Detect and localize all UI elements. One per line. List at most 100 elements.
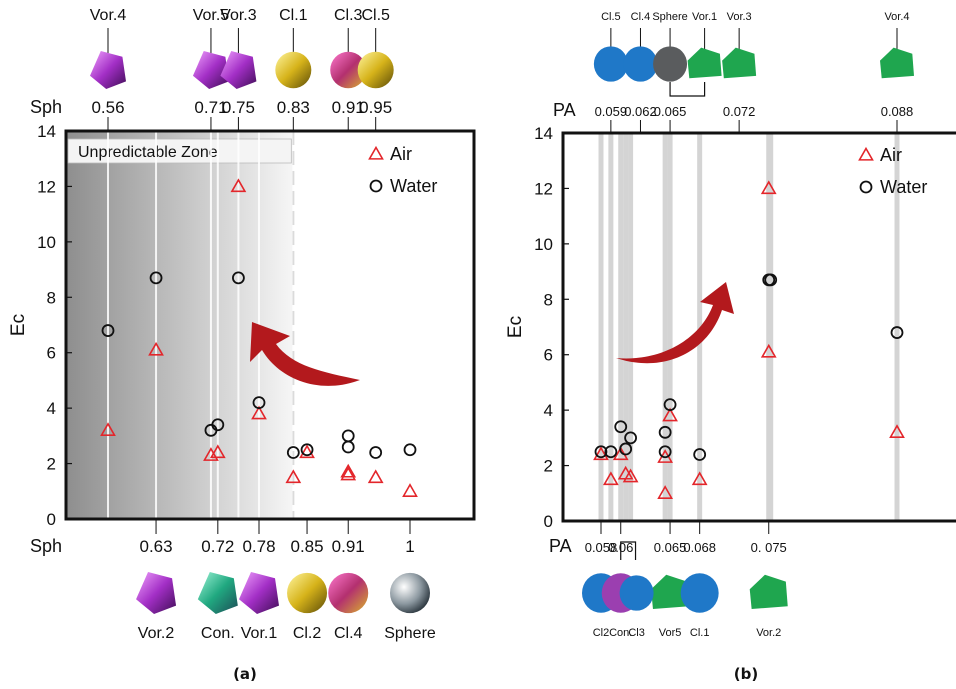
- water-point: [149, 271, 163, 285]
- air-point: [100, 422, 116, 436]
- shape-name: Vor.4: [90, 7, 127, 24]
- shape-name: Vor.3: [727, 11, 752, 23]
- shape-cl-1-icon: [680, 573, 719, 613]
- top-tick-label: 0.088: [881, 104, 914, 119]
- shape-vor-4-icon: [880, 47, 914, 79]
- bottom-tick-label: 0. 075: [751, 540, 787, 555]
- bottom-tick-label: 1: [405, 537, 414, 556]
- panel-label-b: (b): [734, 665, 758, 683]
- bracket: [669, 82, 706, 97]
- air-point: [662, 407, 678, 422]
- bottom-tick-label: 0.068: [683, 540, 716, 555]
- shape-name: Vor.1: [692, 11, 717, 23]
- air-point: [285, 469, 302, 484]
- shape-cl-5-icon: [593, 46, 628, 82]
- air-point: [657, 485, 674, 499]
- y-tick-label: 2: [544, 457, 553, 476]
- y-tick-label: 14: [534, 124, 553, 143]
- shape-vor-3-icon: [722, 47, 757, 79]
- top-tick-label: 0.83: [277, 98, 310, 117]
- y-tick-label: 8: [47, 288, 56, 307]
- water-point: [403, 443, 417, 457]
- water-point: [286, 446, 300, 459]
- y-tick-label: 6: [47, 344, 56, 363]
- legend-air-label: Air: [880, 145, 902, 165]
- shape-name: Vor5: [659, 627, 682, 639]
- water-point: [101, 324, 115, 337]
- water-point: [663, 398, 677, 412]
- shape-name: Vor.1: [241, 625, 278, 642]
- bottom-tick-label: 0.065: [654, 540, 687, 555]
- shape-cl-3-icon: [330, 51, 367, 89]
- air-point: [889, 424, 905, 438]
- shape-vor-2-icon: [136, 572, 177, 614]
- water-point: [341, 440, 355, 454]
- water-point: [619, 442, 633, 456]
- y-tick-label: 4: [544, 401, 553, 420]
- water-point: [890, 326, 904, 339]
- y-tick-label: 0: [47, 510, 56, 529]
- bottom-axis-label: Sph: [30, 536, 62, 556]
- water-point: [693, 448, 707, 461]
- bottom-tick-label: 0.91: [332, 537, 365, 556]
- shape-name: Vor.4: [884, 11, 909, 23]
- trend-arrow: [250, 322, 360, 386]
- shape-name: Vor.2: [138, 625, 175, 642]
- shape-name: Sphere: [652, 11, 687, 23]
- air-point: [367, 469, 384, 484]
- shape-name: Sphere: [384, 625, 436, 642]
- air-point: [299, 444, 315, 459]
- top-tick-label: 0.95: [359, 98, 392, 117]
- y-tick-label: 8: [544, 290, 553, 309]
- panel-label-a: (a): [233, 665, 257, 683]
- water-point: [764, 273, 778, 287]
- water-point: [211, 418, 225, 432]
- shape-name: Cl.4: [631, 11, 651, 23]
- water-point: [604, 445, 618, 459]
- air-point: [148, 341, 164, 356]
- top-tick-label: 0.072: [723, 104, 756, 119]
- shape-name: Con.: [609, 627, 632, 639]
- top-tick-label: 0.71: [194, 98, 227, 117]
- bottom-tick-label: 0.63: [139, 537, 172, 556]
- legend-water-marker: [859, 180, 873, 194]
- shape-con-icon: [197, 572, 238, 614]
- water-point: [300, 443, 314, 457]
- bottom-axis-label: PA: [549, 536, 572, 556]
- top-tick-label: 0.065: [654, 104, 687, 119]
- shape-name: Con.: [201, 625, 235, 642]
- water-point: [252, 396, 266, 410]
- bottom-tick-label: 0.78: [242, 537, 275, 556]
- shape-cl-4-icon: [623, 46, 658, 82]
- y-tick-label: 12: [534, 179, 553, 198]
- bracket: [620, 541, 637, 560]
- shape-name: Cl.1: [279, 7, 308, 24]
- y-tick-label: 6: [544, 346, 553, 365]
- shape-cl3-icon: [619, 575, 654, 611]
- shape-vor-4-icon: [90, 51, 126, 89]
- y-tick-label: 4: [47, 399, 56, 418]
- shape-name: Cl2: [593, 627, 610, 639]
- shape-sphere-icon: [653, 46, 688, 82]
- air-point: [622, 468, 639, 483]
- y-tick-label: 12: [37, 177, 56, 196]
- panel-a: Unpredictable Zone 0 2 4 6 8 10 12 14 Ec Sph 0.56 Vo…: [8, 7, 476, 642]
- water-point: [614, 420, 628, 434]
- shape-cl-5-icon: [357, 51, 394, 89]
- top-tick-label: 0.91: [332, 98, 365, 117]
- air-point: [760, 180, 777, 195]
- shape-name: Vor.2: [756, 627, 781, 639]
- shape-vor-1-icon: [239, 572, 279, 614]
- legend-water-marker: [369, 179, 383, 193]
- legend-air-marker: [368, 145, 384, 160]
- water-point: [369, 446, 383, 459]
- plot-frame: [561, 131, 956, 523]
- shape-name: Cl.2: [293, 625, 322, 642]
- y-tick-label: 10: [37, 233, 56, 252]
- shape-name: Cl.4: [334, 625, 363, 642]
- water-point: [594, 445, 608, 459]
- shape-vor5-icon: [651, 574, 690, 609]
- shape-vor-2-icon: [749, 574, 788, 609]
- legend-water-label: Water: [390, 176, 437, 196]
